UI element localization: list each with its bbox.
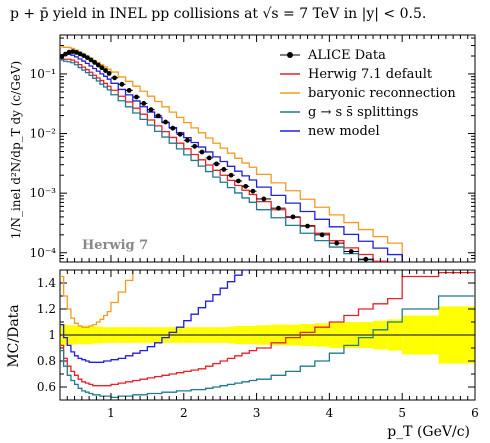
x-tick-label: 5 xyxy=(398,406,406,420)
data-point xyxy=(155,113,161,119)
data-point xyxy=(81,53,87,59)
data-point xyxy=(92,60,97,65)
data-point xyxy=(163,119,168,125)
data-point xyxy=(250,188,256,194)
legend-label: ALICE Data xyxy=(307,48,386,63)
data-point xyxy=(141,101,147,106)
ratio-series-line xyxy=(60,271,475,387)
data-point xyxy=(228,172,234,178)
data-point xyxy=(185,137,190,143)
data-point xyxy=(106,71,112,76)
data-point xyxy=(418,292,423,297)
main-y-tick-label: 10⁻³ xyxy=(30,186,57,200)
main-y-tick-label: 10⁻¹ xyxy=(30,67,56,81)
data-point xyxy=(73,49,79,55)
ratio-y-tick-label: 1.2 xyxy=(37,302,56,316)
data-point xyxy=(77,51,83,57)
legend-label: new model xyxy=(308,124,380,139)
data-point xyxy=(99,65,105,71)
legend-label: baryonic reconnection xyxy=(308,86,456,101)
ratio-y-axis-label: MC/Data xyxy=(6,304,22,367)
data-point xyxy=(221,167,227,172)
chart-title: p + p̄ yield in INEL pp collisions at √s… xyxy=(10,6,426,22)
data-point xyxy=(60,54,65,60)
data-point xyxy=(119,81,125,87)
x-tick-label: 3 xyxy=(253,406,261,420)
data-point xyxy=(192,143,198,149)
data-point xyxy=(170,125,176,131)
data-point xyxy=(378,264,383,269)
legend-label: g → s s̄ splittings xyxy=(308,105,418,120)
x-tick-label: 1 xyxy=(107,406,115,420)
main-y-tick-label: 10⁻⁴ xyxy=(30,246,57,260)
ratio-series-line xyxy=(60,270,250,363)
data-point xyxy=(348,249,354,254)
legend-label: Herwig 7.1 default xyxy=(308,67,433,82)
x-tick-label: 6 xyxy=(471,406,479,420)
data-point xyxy=(88,57,94,63)
ratio-y-tick-label: 0.6 xyxy=(37,380,56,394)
data-point xyxy=(126,87,132,93)
data-point xyxy=(206,155,212,161)
data-point xyxy=(66,49,72,55)
data-point xyxy=(214,161,219,167)
main-series-line xyxy=(60,53,403,262)
data-point xyxy=(103,68,108,73)
herwig-watermark: Herwig 7 xyxy=(82,238,148,253)
main-y-ticks: 10⁻⁴ 10⁻³ 10⁻² 10⁻¹ xyxy=(30,37,475,263)
ratio-y-tick-label: 0.8 xyxy=(37,354,56,368)
data-point xyxy=(290,214,296,220)
x-ticks: 1 2 3 4 5 6 xyxy=(66,35,479,420)
legend: ALICE Data Herwig 7.1 default baryonic rec… xyxy=(280,48,456,139)
x-tick-label: 4 xyxy=(326,406,334,420)
ratio-y-tick-label: 1 xyxy=(48,328,56,342)
main-panel-frame xyxy=(59,34,476,263)
data-point xyxy=(305,223,310,229)
x-axis-label: p_T (GeV/c) xyxy=(387,424,470,440)
data-point xyxy=(261,196,267,202)
data-point xyxy=(112,75,118,81)
ratio-series-line xyxy=(60,270,134,328)
data-point xyxy=(148,107,154,113)
data-point xyxy=(243,183,249,189)
main-y-axis-label: 1/N_inel d²N/dp_T dy (c/GeV) xyxy=(9,61,23,239)
main-y-tick-label: 10⁻² xyxy=(30,127,57,141)
data-point xyxy=(95,62,101,68)
x-tick-label: 2 xyxy=(180,406,188,420)
data-point xyxy=(199,149,205,155)
legend-marker xyxy=(287,52,293,58)
data-point xyxy=(276,205,281,211)
data-point xyxy=(319,232,325,238)
data-point xyxy=(177,131,183,137)
main-series-line xyxy=(60,59,374,262)
data-point xyxy=(70,49,76,54)
data-point xyxy=(334,240,340,246)
ratio-y-tick-label: 1.4 xyxy=(37,276,56,290)
data-point xyxy=(134,94,139,100)
data-point xyxy=(235,178,241,184)
data-point xyxy=(84,55,90,60)
ratio-series-line xyxy=(60,295,475,399)
data-point xyxy=(63,51,68,57)
main-series-line xyxy=(60,58,389,262)
